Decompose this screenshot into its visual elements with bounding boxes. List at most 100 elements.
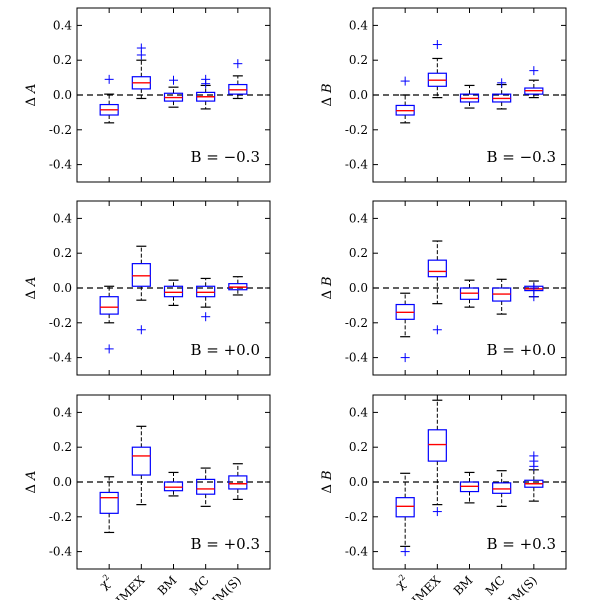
panel-annotation: B = −0.3 (486, 148, 556, 166)
flier-point (432, 325, 442, 335)
ytick-label: 0.4 (53, 405, 72, 419)
ytick-label: 0.2 (53, 246, 72, 260)
category-label-superscript: 2 (397, 573, 407, 583)
ytick-label: 0.2 (53, 53, 72, 67)
ytick-label: -0.4 (49, 158, 73, 172)
panel-1: 0.4 0.2 0.0 -0.2 -0.4 Δ A B = −0.3 (24, 7, 271, 183)
box-BM (163, 279, 184, 306)
box-χ2 (395, 76, 415, 124)
ytick-label: -0.2 (345, 510, 368, 524)
box-HM(S) (228, 276, 248, 296)
box-BM (459, 471, 480, 504)
ytick-label: -0.4 (49, 351, 73, 365)
flier-point (400, 547, 410, 557)
flier-point (529, 66, 539, 76)
box-χ2 (99, 74, 119, 124)
ytick-label: 0.0 (349, 281, 368, 295)
ytick-label: -0.4 (49, 545, 73, 559)
category-label: HM(S) (502, 573, 540, 600)
box-iqr (427, 259, 447, 278)
y-axis-label-prefix: Δ (320, 286, 335, 300)
flier-point (432, 40, 442, 50)
ytick-label: 0.4 (53, 211, 72, 225)
y-axis-label: Δ B (320, 470, 335, 493)
box-iqr (395, 497, 415, 518)
y-axis-label-symbol: A (24, 471, 39, 481)
box-HM(S) (228, 59, 248, 100)
y-axis-label: Δ A (24, 471, 39, 494)
y-axis-label-symbol: A (24, 84, 39, 94)
flier-point (201, 312, 211, 322)
box-iqr (427, 429, 447, 462)
category-label: MC (483, 573, 508, 598)
box-HM(S) (524, 451, 544, 502)
category-label: HM(S) (206, 573, 244, 600)
y-axis-label-symbol: A (24, 277, 39, 287)
y-axis-label: Δ B (320, 276, 335, 299)
ytick-label: -0.4 (345, 545, 369, 559)
panel-4: 0.4 0.2 0.0 -0.2 -0.4 Δ B B = +0.0 (320, 200, 567, 376)
box-SIMEX (131, 43, 151, 100)
panel-annotation: B = +0.0 (486, 341, 556, 359)
box-MC (196, 74, 216, 110)
flier-point (233, 59, 243, 69)
flier-point (432, 507, 442, 517)
box-iqr (492, 482, 512, 494)
ytick-label: -0.4 (345, 158, 369, 172)
box-MC (196, 277, 216, 322)
flier-point (529, 292, 539, 302)
box-BM (163, 471, 184, 497)
box-iqr (196, 285, 216, 298)
box-iqr (99, 491, 119, 514)
y-axis-label-prefix: Δ (24, 93, 39, 107)
y-axis-label-symbol: B (320, 276, 335, 287)
ytick-label: 0.0 (349, 88, 368, 102)
box-SIMEX (427, 40, 447, 99)
flier-point (400, 76, 410, 86)
box-iqr (228, 475, 248, 490)
box-HM(S) (524, 66, 544, 99)
box-BM (459, 84, 480, 109)
y-axis-label-symbol: B (320, 83, 335, 94)
flier-point (497, 78, 507, 88)
y-axis-label-prefix: Δ (24, 286, 39, 300)
flier-point (136, 50, 146, 60)
box-BM (163, 75, 184, 108)
flier-point (529, 451, 539, 461)
panel-annotation: B = +0.3 (190, 535, 260, 553)
category-label: BM (155, 573, 180, 598)
box-BM (459, 279, 480, 308)
ytick-label: 0.0 (53, 88, 72, 102)
box-iqr (131, 263, 151, 287)
box-iqr (163, 285, 184, 298)
box-SIMEX (131, 245, 151, 335)
ytick-label: 0.0 (53, 281, 72, 295)
box-iqr (163, 481, 184, 492)
category-label: SIMEX (403, 573, 443, 600)
ytick-label: 0.4 (53, 18, 72, 32)
category-label: MC (187, 573, 212, 598)
y-axis-label-prefix: Δ (320, 93, 335, 107)
panel-annotation: B = −0.3 (190, 148, 260, 166)
panel-2: 0.4 0.2 0.0 -0.2 -0.4 Δ B B = −0.3 (320, 7, 567, 183)
category-label: χ2 (96, 573, 115, 592)
y-axis-label-prefix: Δ (320, 480, 335, 494)
flier-point (400, 353, 410, 363)
box-HM(S) (524, 280, 544, 302)
flier-point (529, 283, 539, 293)
y-axis-label: Δ A (24, 84, 39, 107)
y-axis-label: Δ B (320, 83, 335, 106)
box-χ2 (99, 285, 119, 354)
box-MC (492, 278, 512, 315)
box-SIMEX (427, 240, 447, 335)
y-axis-label-symbol: B (320, 470, 335, 481)
ytick-label: -0.2 (345, 316, 368, 330)
ytick-label: 0.4 (349, 211, 368, 225)
box-HM(S) (228, 463, 248, 500)
ytick-label: -0.2 (49, 123, 72, 137)
ytick-label: 0.4 (349, 405, 368, 419)
ytick-label: -0.4 (345, 351, 369, 365)
ytick-label: -0.2 (345, 123, 368, 137)
box-χ2 (395, 472, 415, 557)
ytick-label: -0.2 (49, 510, 72, 524)
